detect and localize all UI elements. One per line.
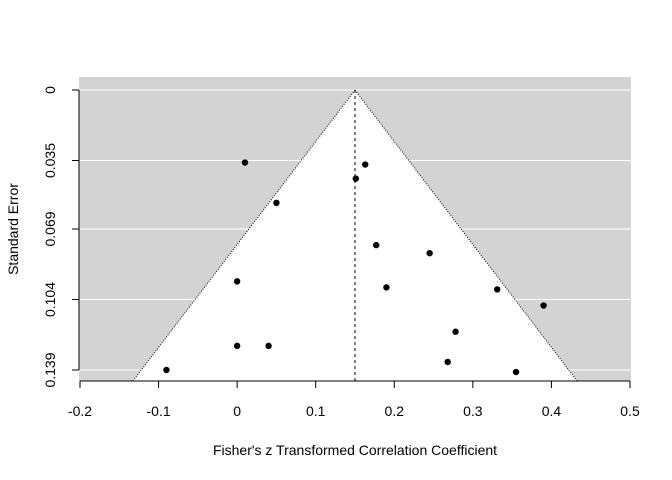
x-axis-title: Fisher's z Transformed Correlation Coeff… (213, 442, 497, 458)
x-axis: -0.2 -0.1 0 0.1 0.2 0.3 0.4 0.5 (68, 380, 640, 419)
data-point (383, 284, 390, 291)
data-point (233, 278, 241, 285)
data-point (540, 302, 547, 309)
data-point (373, 241, 380, 249)
data-points (163, 159, 547, 376)
data-point (241, 159, 249, 166)
data-point (163, 366, 170, 374)
x-tick-label: 0.1 (306, 403, 326, 419)
x-tick-label: 0.3 (463, 403, 483, 419)
data-point (273, 199, 280, 207)
data-point (444, 358, 451, 366)
data-point (265, 342, 272, 350)
funnel-left-bound (132, 89, 356, 381)
data-point (362, 161, 369, 168)
y-tick-label: 0.139 (42, 352, 58, 387)
x-tick-label: 0.4 (542, 403, 562, 419)
data-point (494, 286, 501, 293)
data-point (452, 328, 459, 335)
funnel-right-bound (354, 89, 578, 381)
y-tick-label: 0 (42, 86, 58, 94)
x-tick-label: 0 (233, 403, 241, 419)
data-point (512, 368, 520, 376)
data-point (426, 249, 433, 257)
y-axis: 0 0.035 0.069 0.104 0.139 (42, 86, 80, 388)
data-point (352, 175, 359, 182)
x-tick-label: -0.2 (68, 403, 92, 419)
y-tick-label: 0.104 (42, 282, 58, 317)
data-point (233, 342, 241, 350)
y-tick-label: 0.035 (42, 143, 58, 178)
x-tick-label: -0.1 (147, 403, 171, 419)
y-axis-title: Standard Error (5, 183, 21, 275)
y-tick-label: 0.069 (42, 211, 58, 246)
x-tick-label: 0.2 (385, 403, 405, 419)
x-tick-label: 0.5 (620, 403, 640, 419)
